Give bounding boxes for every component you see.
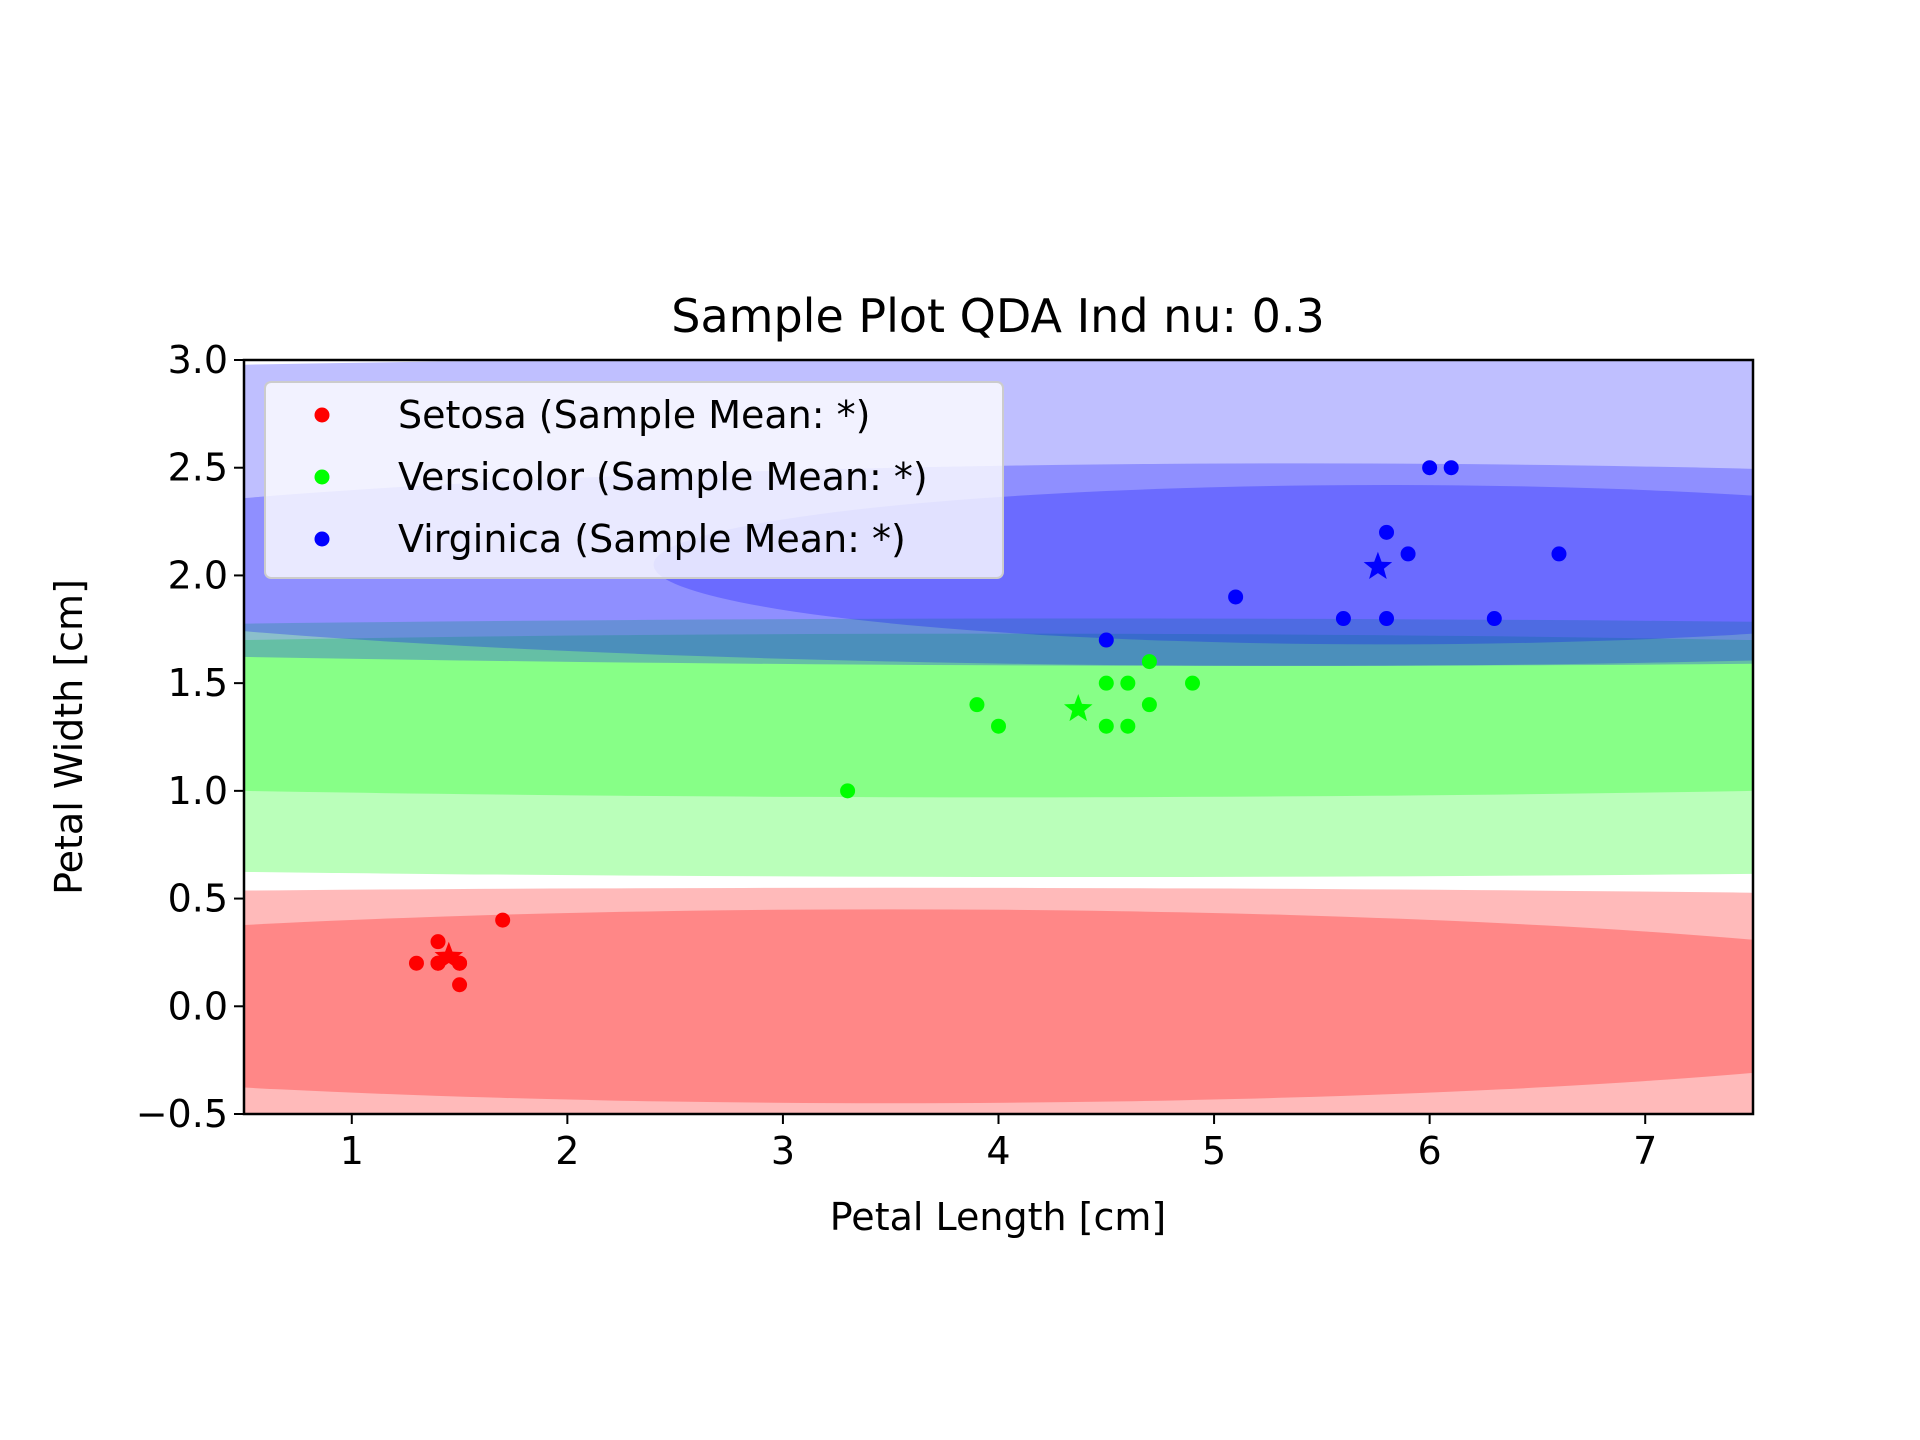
point-virginica-9 [1551,546,1567,562]
y-tick-label-2: 0.5 [168,877,228,921]
x-tick-label-6: 7 [1633,1129,1657,1173]
data-points [408,460,1567,993]
mean-star-virginica [1363,551,1393,579]
x-tick-label-5: 6 [1418,1129,1442,1173]
y-tick-label-5: 2.0 [168,553,228,597]
legend: Setosa (Sample Mean: *) Versicolor (Sampl… [264,381,1004,579]
x-tick-label-0: 1 [340,1129,364,1173]
region-versicolor-3 [244,633,1753,798]
point-virginica-6 [1422,460,1438,476]
point-setosa-5 [452,977,468,993]
chart-title: Sample Plot QDA Ind nu: 0.3 [671,289,1324,343]
point-setosa-6 [495,912,511,928]
point-versicolor-3 [1098,675,1114,691]
x-axis: 1 2 3 4 5 6 7 [340,1114,1657,1173]
legend-marker-versicolor [314,469,330,485]
y-axis: −0.5 0.0 0.5 1.0 1.5 2.0 2.5 3.0 [136,338,244,1136]
point-setosa-1 [430,934,446,950]
y-tick-label-3: 1.0 [168,769,228,813]
point-versicolor-1 [969,697,985,713]
x-tick-label-1: 2 [555,1129,579,1173]
x-tick-label-3: 4 [986,1129,1010,1173]
legend-marker-setosa [314,407,330,423]
point-versicolor-7 [1141,654,1157,670]
legend-box [264,381,1004,579]
x-tick-label-4: 5 [1202,1129,1226,1173]
region-setosa-1 [244,909,1753,1104]
legend-label-setosa: Setosa (Sample Mean: *) [398,393,870,437]
mean-star-versicolor [1064,693,1093,722]
mean-star-setosa [434,941,464,969]
y-tick-label-0: −0.5 [136,1092,228,1136]
point-versicolor-8 [1141,697,1157,713]
point-virginica-0 [1098,632,1114,648]
point-virginica-4 [1379,524,1395,540]
point-versicolor-6 [1120,718,1136,734]
point-virginica-3 [1379,611,1395,627]
y-tick-label-6: 2.5 [168,446,228,490]
point-virginica-2 [1335,611,1351,627]
region-versicolor-2 [244,618,1753,877]
point-versicolor-2 [991,718,1006,734]
legend-label-virginica: Virginica (Sample Mean: *) [398,517,906,561]
point-virginica-5 [1400,546,1416,562]
point-versicolor-4 [1098,718,1114,734]
point-virginica-8 [1486,611,1502,627]
point-setosa-0 [408,955,424,971]
y-tick-label-1: 0.0 [168,984,228,1028]
point-versicolor-0 [840,783,856,799]
point-virginica-1 [1228,589,1244,605]
legend-label-versicolor: Versicolor (Sample Mean: *) [398,455,928,499]
point-versicolor-9 [1185,675,1201,691]
point-virginica-7 [1443,460,1459,476]
y-axis-label: Petal Width [cm] [47,579,91,895]
legend-marker-virginica [314,531,330,547]
point-versicolor-5 [1120,675,1136,691]
x-tick-label-2: 3 [771,1129,795,1173]
y-tick-label-7: 3.0 [168,338,228,382]
x-axis-label: Petal Length [cm] [830,1195,1166,1239]
region-setosa-0 [244,887,1753,1114]
y-tick-label-4: 1.5 [168,661,228,705]
